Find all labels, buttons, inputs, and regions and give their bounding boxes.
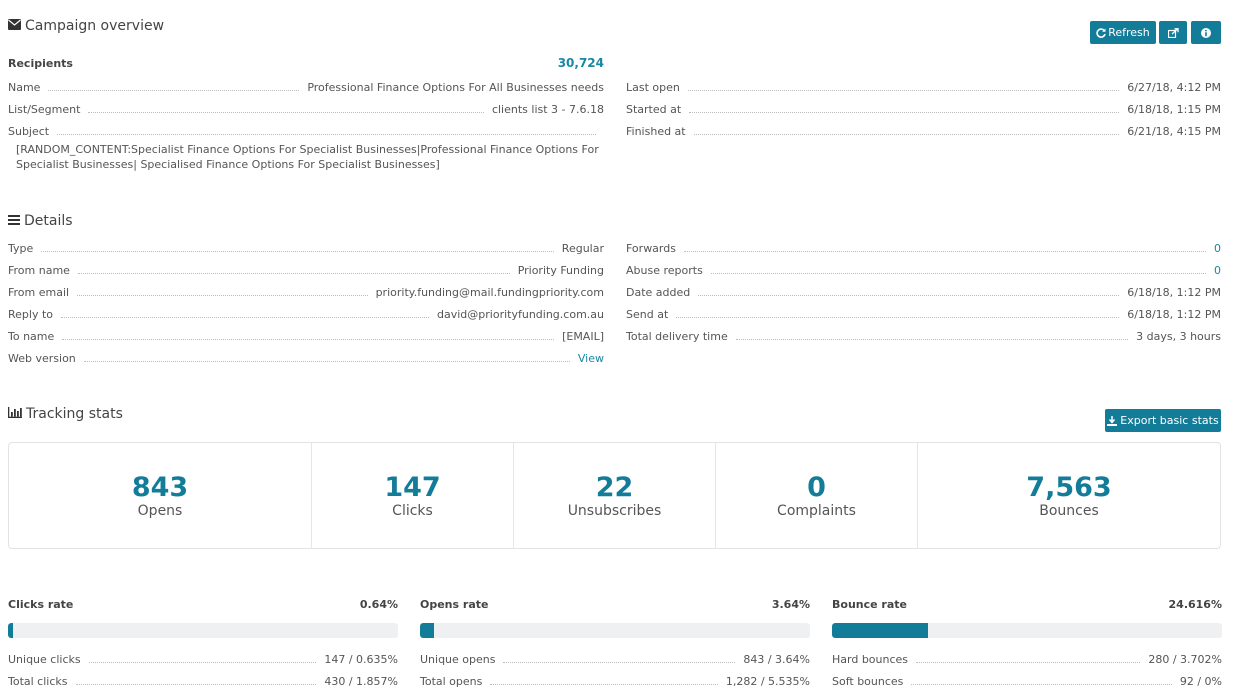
overview-row-list-segment: List/Segment clients list 3 - 7.6.18 <box>8 102 604 116</box>
forwards-link[interactable]: 0 <box>1214 241 1221 255</box>
opens-rate-value: 3.64% <box>771 598 810 611</box>
details-row-date-added: Date added 6/18/18, 1:12 PM <box>626 285 1221 299</box>
hard-bounces-row: Hard bounces 280 / 3.702% <box>832 652 1222 666</box>
overview-right-rows: Last open 6/27/18, 4:12 PM Started at 6/18… <box>626 77 1221 141</box>
subject-text: [RANDOM_CONTENT:Specialist Finance Optio… <box>16 143 599 171</box>
bounce-rate-bar-fill <box>832 623 928 638</box>
details-row-forwards: Forwards 0 <box>626 241 1221 255</box>
opens-rate-bar <box>420 623 810 638</box>
details-row-to-name: To name [EMAIL] <box>8 329 604 343</box>
clicks-rate-title: Clicks rate <box>8 598 74 611</box>
bounce-rate-title: Bounce rate <box>832 598 907 611</box>
details-row-reply-to: Reply to david@priorityfunding.com.au <box>8 307 604 321</box>
details-row-type: Type Regular <box>8 241 604 255</box>
bar-chart-icon <box>8 407 22 421</box>
clicks-rate-panel: Clicks rate 0.64% Unique clicks 147 / 0.63… <box>8 598 398 691</box>
share-icon <box>1167 27 1179 38</box>
overview-row-subject: Subject <box>8 121 604 141</box>
overview-row-finished-at: Finished at 6/21/18, 4:15 PM <box>626 124 1221 138</box>
info-icon <box>1201 27 1211 38</box>
overview-row-name: Name Professional Finance Options For All… <box>8 80 604 94</box>
stat-clicks[interactable]: 147 Clicks <box>312 443 514 548</box>
stat-bounces[interactable]: 7,563 Bounces <box>1026 471 1112 519</box>
clicks-rate-bar <box>8 623 398 638</box>
stat-complaints[interactable]: 0 Complaints <box>716 443 918 548</box>
overview-row-last-open: Last open 6/27/18, 4:12 PM <box>626 80 1221 94</box>
export-basic-stats-button[interactable]: Export basic stats <box>1105 409 1221 432</box>
details-right-rows: Forwards 0 Abuse reports 0 Date added 6/18/… <box>626 238 1221 346</box>
details-row-from-name: From name Priority Funding <box>8 263 604 277</box>
details-row-web-version: Web version View <box>8 351 604 365</box>
bounce-rate-value: 24.616% <box>1168 598 1222 611</box>
campaign-overview-title: Campaign overview <box>8 18 164 34</box>
abuse-reports-link[interactable]: 0 <box>1214 263 1221 277</box>
soft-bounces-row: Soft bounces 92 / 0% <box>832 674 1222 688</box>
overview-left-rows: Name Professional Finance Options For All… <box>8 77 604 141</box>
clicks-rate-value: 0.64% <box>359 598 398 611</box>
overview-row-started-at: Started at 6/18/18, 1:15 PM <box>626 102 1221 116</box>
bounce-rate-bar <box>832 623 1222 638</box>
info-button[interactable] <box>1191 21 1221 44</box>
details-row-send-at: Send at 6/18/18, 1:12 PM <box>626 307 1221 321</box>
unique-clicks-row: Unique clicks 147 / 0.635% <box>8 652 398 666</box>
opens-rate-bar-fill <box>420 623 435 638</box>
unique-opens-row: Unique opens 843 / 3.64% <box>420 652 810 666</box>
stat-unsubscribes[interactable]: 22 Unsubscribes <box>514 443 716 548</box>
tracking-stats-title: Tracking stats <box>8 406 123 422</box>
refresh-button[interactable]: Refresh <box>1090 21 1156 44</box>
tracking-stats-box: 843 Opens 147 Clicks 22 Unsubscribes 0 C… <box>8 442 1221 549</box>
total-clicks-row: Total clicks 430 / 1.857% <box>8 674 398 688</box>
details-title: Details <box>8 213 73 229</box>
details-row-total-delivery-time: Total delivery time 3 days, 3 hours <box>626 329 1221 343</box>
total-opens-row: Total opens 1,282 / 5.535% <box>420 674 810 688</box>
list-icon <box>8 214 20 228</box>
bounce-rate-panel: Bounce rate 24.616% Hard bounces 280 / 3.7… <box>832 598 1222 691</box>
web-version-link[interactable]: View <box>577 351 604 365</box>
recipients-row: Recipients 30,724 <box>8 56 604 70</box>
details-row-abuse-reports: Abuse reports 0 <box>626 263 1221 277</box>
refresh-icon <box>1096 27 1106 38</box>
envelope-icon <box>8 19 21 33</box>
stat-opens[interactable]: 843 Opens <box>9 443 312 548</box>
opens-rate-panel: Opens rate 3.64% Unique opens 843 / 3.64% … <box>420 598 810 691</box>
details-row-from-email: From email priority.funding@mail.fundingp… <box>8 285 604 299</box>
share-button[interactable] <box>1159 21 1187 44</box>
export-icon <box>1107 415 1118 426</box>
clicks-rate-bar-fill <box>8 623 14 638</box>
opens-rate-title: Opens rate <box>420 598 489 611</box>
details-left-rows: Type Regular From name Priority Funding Fr… <box>8 238 604 368</box>
